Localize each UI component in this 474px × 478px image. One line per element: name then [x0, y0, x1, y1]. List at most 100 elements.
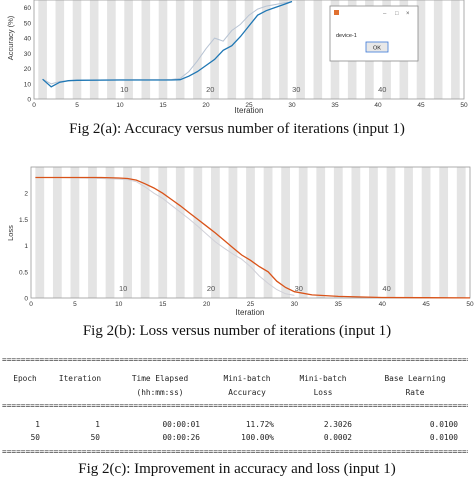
x-tick-label: 10 [116, 102, 124, 109]
header-cell [50, 389, 110, 397]
cell-loss: 0.0002 [323, 433, 352, 442]
x-tick-label: 5 [75, 102, 79, 109]
band [52, 167, 62, 298]
axis-ticks: 0 5 10 15 20 25 30 35 40 45 50 0 10 20 30 40 50 60 10 20 30 4… [24, 5, 468, 109]
cell-time: 00:00:26 [162, 433, 200, 442]
y-tick-label: 40 [24, 36, 32, 43]
epoch-label: 20 [206, 85, 214, 94]
header-time: Time Elapsed [131, 374, 189, 383]
plot-frame [30, 166, 471, 299]
axis-ticks: 0 5 10 15 20 25 30 35 40 45 50 0 0.5 1 1.5 2 10 20 30 40 [19, 191, 474, 308]
epoch-label: 30 [292, 85, 300, 94]
cell-iteration: 1 [95, 420, 100, 429]
close-icon[interactable]: × [406, 11, 410, 17]
band [433, 0, 443, 99]
band [333, 167, 343, 298]
cell-time: 00:00:01 [162, 420, 200, 429]
header-accuracy: Mini-batch [223, 374, 271, 383]
maximize-icon[interactable]: □ [395, 11, 399, 17]
band [175, 167, 185, 298]
band [193, 0, 202, 99]
band [72, 0, 82, 99]
band [228, 167, 238, 298]
cell-lr: 0.0100 [429, 433, 458, 442]
band [38, 0, 47, 99]
series-lines [42, 0, 293, 88]
y-tick-label: 50 [24, 20, 32, 27]
caption-b: Fig 2(b): Loss versus number of iteratio… [82, 323, 392, 339]
y-tick-label: 0 [24, 296, 28, 303]
y-tick-label: 60 [24, 5, 32, 12]
x-tick-label: 25 [245, 102, 253, 109]
x-tick-label: 15 [159, 102, 167, 109]
band [298, 167, 308, 298]
y-tick-label: 2 [24, 191, 28, 198]
y-axis-label: Loss [6, 225, 15, 241]
x-tick-label: 30 [288, 102, 296, 109]
band [261, 0, 271, 99]
y-tick-label: 20 [24, 66, 32, 73]
y-axis-label: Accuracy (%) [6, 15, 15, 60]
x-tick-label: 5 [73, 301, 77, 308]
cell-loss: 2.3026 [323, 420, 352, 429]
band [193, 167, 203, 298]
header-rate: Rate [405, 388, 425, 397]
y-tick-label: 1.5 [19, 217, 28, 224]
y-tick-label: 1 [24, 243, 28, 250]
y-tick-label: 0.5 [19, 269, 28, 276]
band [107, 0, 116, 99]
ok-button[interactable] [365, 41, 389, 53]
shaded-bands [35, 167, 466, 298]
epoch-label: 10 [120, 85, 128, 94]
band [421, 167, 431, 298]
band [70, 167, 80, 298]
band [456, 167, 466, 298]
accuracy-chart: 0 5 10 15 20 25 30 35 40 45 50 0 10 20 30 40 50 60 10 20 30 4… [6, 0, 468, 115]
series-lines [35, 176, 471, 299]
minimize-icon[interactable]: – [383, 11, 387, 17]
header-iteration: Iteration [58, 374, 102, 383]
x-tick-label: 20 [202, 102, 210, 109]
x-tick-label: 0 [32, 102, 36, 109]
header-loss-2: Loss [313, 388, 333, 397]
epoch-label: 30 [295, 284, 303, 293]
band [175, 0, 185, 99]
x-tick-label: 40 [379, 301, 387, 308]
header-time-unit: (hh:mm:ss) [136, 388, 184, 397]
x-tick-label: 45 [417, 102, 425, 109]
x-tick-label: 50 [460, 102, 468, 109]
cell-epoch: 1 [35, 420, 40, 429]
series-line [35, 177, 295, 296]
band [244, 0, 254, 99]
y-tick-label: 10 [24, 81, 32, 88]
band [35, 167, 45, 298]
band [88, 167, 97, 298]
cell-accuracy: 100.00% [241, 433, 274, 442]
epoch-label: 10 [119, 284, 127, 293]
x-tick-label: 10 [115, 301, 123, 308]
cell-accuracy: 11.72% [245, 420, 274, 429]
band [140, 167, 150, 298]
x-axis-label: Iteration [235, 106, 264, 115]
header-cell [0, 389, 50, 397]
x-tick-label: 30 [291, 301, 299, 308]
band [404, 167, 413, 298]
plot-frame [33, 0, 465, 100]
device-dialog: – □ × device-1 OK [329, 5, 419, 62]
x-tick-label: 50 [466, 301, 474, 308]
y-tick-label: 0 [27, 97, 31, 104]
band [227, 0, 237, 99]
epoch-label: 40 [378, 85, 386, 94]
band [279, 0, 288, 99]
band [55, 0, 65, 99]
cell-iteration: 50 [90, 433, 100, 442]
header-row-1: Epoch Iteration Time Elapsed Mini-batch … [0, 375, 474, 383]
header-loss: Mini-batch [299, 374, 347, 383]
band [369, 167, 378, 298]
x-tick-label: 40 [374, 102, 382, 109]
header-epoch: Epoch [13, 374, 37, 383]
band [281, 167, 291, 298]
loss-chart: 0 5 10 15 20 25 30 35 40 45 50 0 0.5 1 1.5 2 10 20 30 40 It… [6, 166, 474, 317]
y-tick-label: 30 [24, 51, 32, 58]
band [451, 0, 460, 99]
